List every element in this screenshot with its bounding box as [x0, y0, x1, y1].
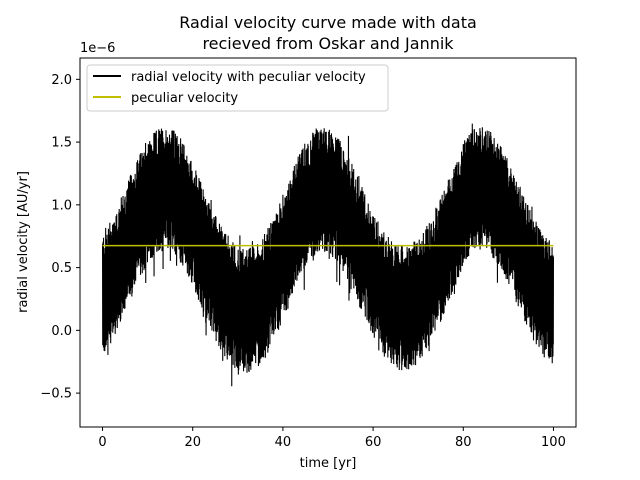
y-tick-label: 1.5	[51, 136, 72, 151]
x-tick-label: 40	[275, 435, 292, 450]
y-tick-label: 0.0	[51, 324, 72, 339]
series-layer	[102, 123, 554, 387]
plot-area	[102, 123, 554, 387]
legend-label-peculiar-velocity: peculiar velocity	[131, 91, 238, 106]
y-tick-label: 1.0	[51, 198, 72, 213]
chart-title: Radial velocity curve made with data rec…	[179, 13, 477, 53]
y-tick-label: 0.5	[51, 261, 72, 276]
legend-label-radial-velocity: radial velocity with peculiar velocity	[131, 70, 366, 85]
y-axis-ticks: −0.5 0.0 0.5 1.0 1.5 2.0	[40, 73, 80, 402]
x-tick-label: 100	[541, 435, 566, 450]
series-line-radial-velocity	[102, 123, 554, 387]
x-tick-label: 60	[365, 435, 382, 450]
x-tick-label: 80	[455, 435, 472, 450]
y-tick-label: 2.0	[51, 73, 72, 88]
chart-title-line-2: recieved from Oskar and Jannik	[202, 34, 454, 53]
y-axis-label: radial velocity [AU/yr]	[16, 171, 31, 313]
chart-title-line-1: Radial velocity curve made with data	[179, 13, 477, 32]
x-tick-label: 0	[98, 435, 106, 450]
legend: radial velocity with peculiar velocity p…	[86, 64, 389, 112]
x-axis-label: time [yr]	[300, 456, 357, 471]
x-tick-label: 20	[184, 435, 201, 450]
plot-frame	[79, 57, 577, 428]
legend-box	[86, 64, 389, 112]
y-offset-label: 1e−6	[80, 41, 115, 56]
x-axis-ticks: 0 20 40 60 80 100	[98, 427, 566, 450]
y-tick-label: −0.5	[40, 387, 72, 402]
